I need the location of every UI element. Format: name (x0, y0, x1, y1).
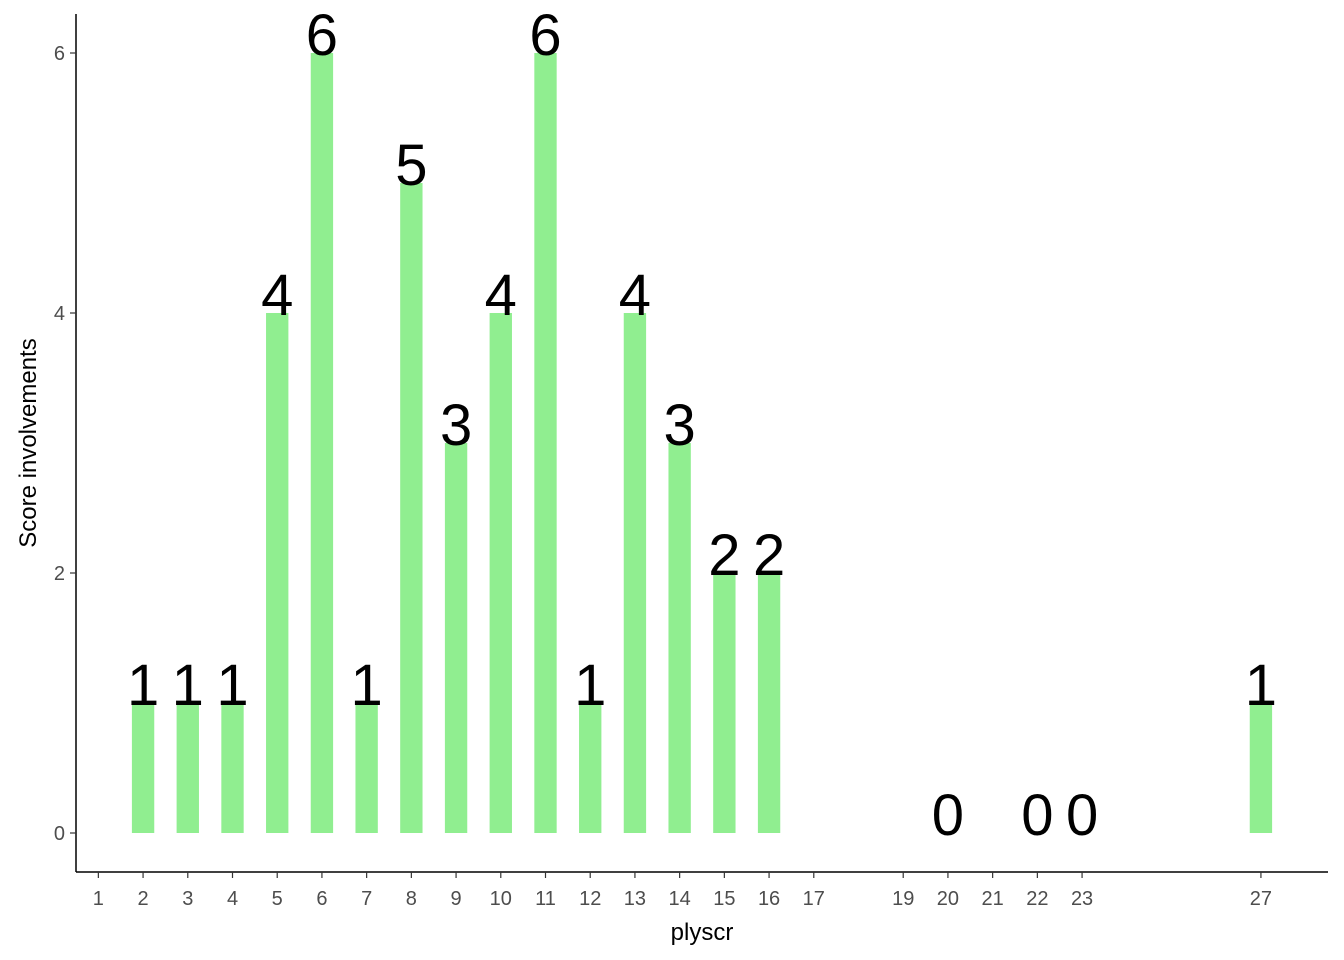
x-tick-label: 12 (579, 888, 601, 910)
bar (579, 703, 602, 833)
bar-label: 0 (932, 783, 964, 848)
bar-label: 1 (574, 653, 606, 718)
x-tick-label: 27 (1250, 888, 1272, 910)
x-tick-label: 10 (490, 888, 512, 910)
bar (713, 573, 736, 833)
x-tick-label: 6 (316, 888, 327, 910)
x-tick-label: 1 (93, 888, 104, 910)
bar-label: 5 (395, 133, 427, 198)
x-tick-label: 4 (227, 888, 238, 910)
bar-label: 0 (1021, 783, 1053, 848)
x-tick-label: 15 (713, 888, 735, 910)
bar (1249, 703, 1273, 833)
bar-label: 6 (529, 3, 561, 68)
x-tick-label: 5 (272, 888, 283, 910)
bar-label: 3 (440, 393, 472, 458)
x-tick-label: 13 (624, 888, 646, 910)
x-tick-label: 14 (669, 888, 691, 910)
x-tick-label: 19 (892, 888, 914, 910)
bar-label: 3 (664, 393, 696, 458)
bar-label: 0 (1066, 783, 1098, 848)
x-tick-label: 2 (138, 888, 149, 910)
y-tick-label: 6 (54, 43, 65, 65)
x-tick-label: 11 (535, 888, 556, 910)
x-tick-label: 17 (803, 888, 825, 910)
bar (131, 703, 155, 833)
bar (310, 53, 334, 833)
y-axis-title: Score involvements (15, 338, 42, 547)
bar (668, 443, 691, 833)
y-tick-label: 4 (54, 303, 65, 325)
bar (266, 313, 289, 833)
bar-label: 4 (619, 263, 651, 328)
x-axis-title: plyscr (671, 919, 734, 946)
y-tick-label: 2 (54, 563, 65, 585)
x-tick-label: 3 (182, 888, 193, 910)
bar-label: 1 (216, 653, 248, 718)
x-tick-label: 21 (982, 888, 1004, 910)
bar-label: 4 (485, 263, 517, 328)
bar (757, 573, 781, 833)
bar (221, 703, 244, 833)
bar-label: 1 (127, 653, 159, 718)
x-tick-label: 9 (451, 888, 462, 910)
bar-label: 6 (306, 3, 338, 68)
x-tick-label: 7 (361, 888, 372, 910)
bar-label: 2 (708, 523, 740, 588)
bar-label: 1 (172, 653, 204, 718)
x-tick-label: 22 (1026, 888, 1048, 910)
bar-label: 2 (753, 523, 785, 588)
y-tick-label: 0 (54, 823, 65, 845)
bar (355, 703, 378, 833)
x-tick-label: 20 (937, 888, 959, 910)
bar-label: 1 (351, 653, 383, 718)
x-tick-label: 16 (758, 888, 780, 910)
bar (176, 703, 199, 833)
bar-label: 1 (1245, 653, 1277, 718)
bar (623, 313, 647, 833)
bar (444, 443, 468, 833)
x-tick-label: 8 (406, 888, 417, 910)
bar (534, 53, 557, 833)
bar (400, 183, 423, 833)
x-tick-label: 23 (1071, 888, 1093, 910)
bar-label: 4 (261, 263, 293, 328)
bar (489, 313, 512, 833)
